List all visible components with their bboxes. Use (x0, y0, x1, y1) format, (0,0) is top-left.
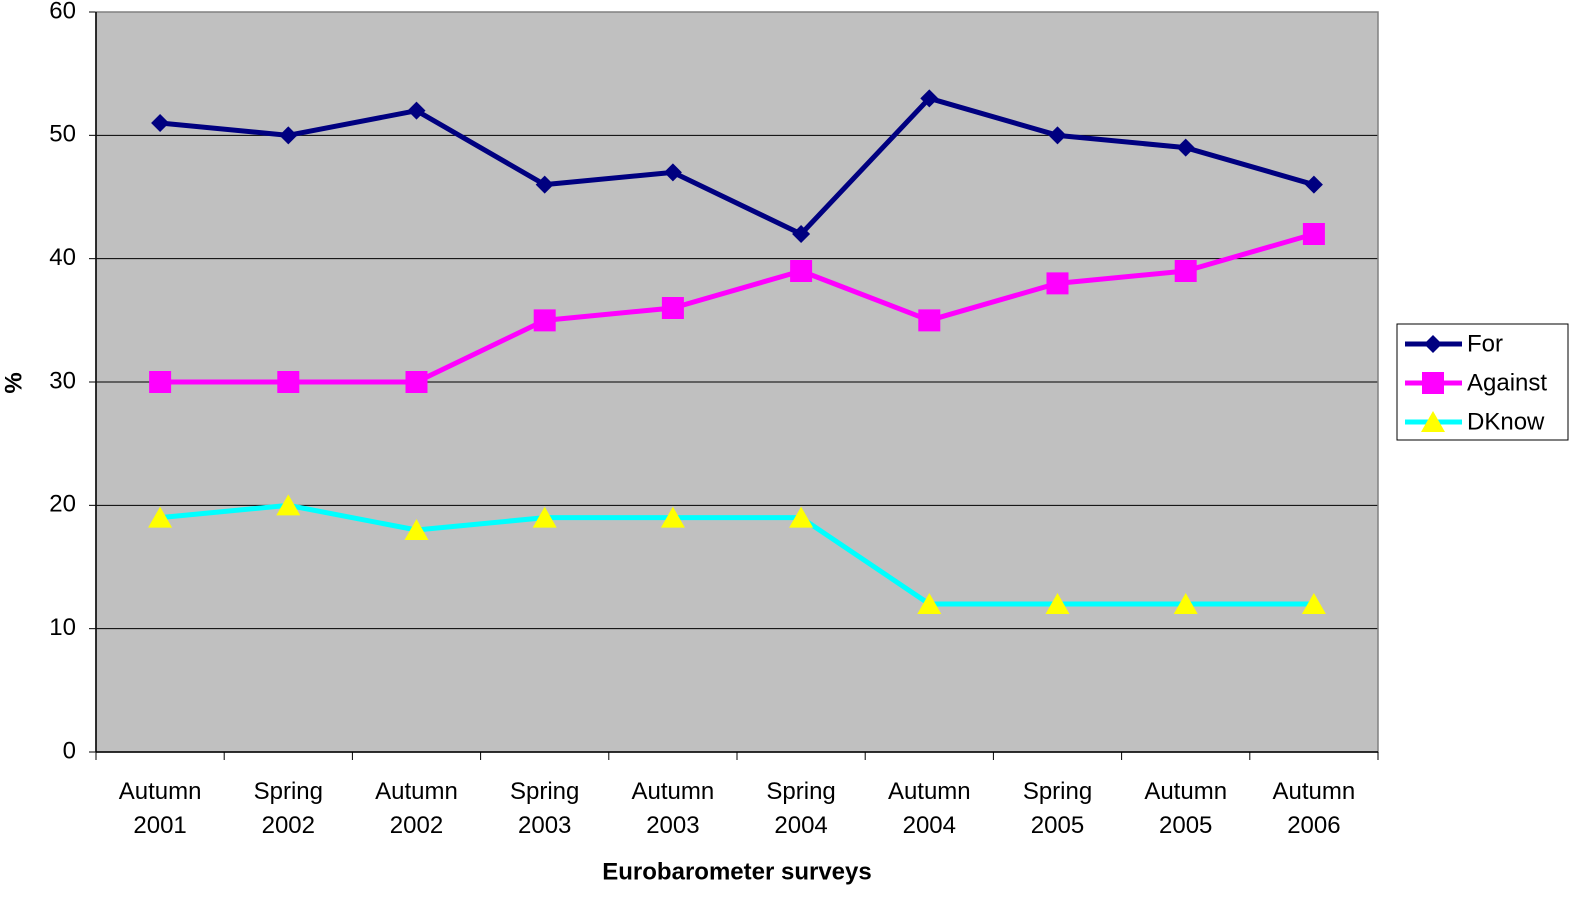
y-tick-label: 0 (63, 737, 76, 764)
data-point (1302, 223, 1325, 245)
x-tick-label: Autumn 2003 (632, 778, 715, 839)
data-point (532, 506, 557, 528)
y-tick-label: 10 (49, 614, 76, 641)
data-point (1048, 126, 1067, 145)
data-point (1046, 272, 1069, 295)
data-point (1304, 175, 1323, 194)
data-point (407, 101, 426, 120)
x-tick-label: Autumn 2006 (1273, 778, 1356, 839)
x-tick-label: Autumn 2005 (1144, 778, 1227, 839)
data-point (279, 126, 298, 145)
x-tick-label: Autumn 2004 (888, 778, 971, 839)
x-tick-label: Spring 2004 (766, 778, 835, 839)
data-point (663, 163, 682, 182)
data-point (151, 114, 170, 132)
data-point (1176, 138, 1195, 157)
x-tick-label: Autumn 2002 (375, 778, 458, 839)
data-point (533, 309, 556, 332)
data-point (405, 371, 428, 393)
data-point (917, 593, 942, 614)
x-tick-label: Spring 2002 (254, 778, 323, 839)
y-tick-label: 50 (49, 121, 76, 148)
y-tick-label: 40 (49, 244, 76, 271)
legend-label: DKnow (1467, 408, 1545, 435)
legend-label: Against (1467, 369, 1547, 396)
y-axis-label: % (0, 372, 27, 393)
data-point (790, 260, 813, 282)
y-tick-label: 60 (49, 0, 76, 24)
data-point (276, 494, 301, 516)
data-point (535, 175, 554, 194)
y-tick-label: 20 (49, 491, 76, 518)
x-tick-label: Spring 2005 (1023, 778, 1092, 839)
data-point (918, 309, 941, 332)
x-tick-label: Autumn 2001 (119, 778, 202, 839)
data-point (920, 89, 939, 108)
series-line (160, 231, 1315, 385)
data-point (148, 506, 173, 528)
y-tick-label: 30 (49, 367, 76, 394)
legend-marker (1421, 411, 1445, 432)
data-point (1301, 593, 1326, 614)
series-line (159, 95, 1315, 237)
legend-marker (1424, 335, 1442, 353)
data-point (789, 506, 814, 528)
legend-marker (1422, 372, 1444, 394)
data-point (277, 371, 300, 393)
x-axis-label: Eurobarometer surveys (602, 858, 871, 885)
data-point (1173, 593, 1198, 614)
x-tick-label: Spring 2003 (510, 778, 579, 839)
data-point (149, 371, 172, 393)
data-point (660, 506, 685, 528)
data-point (1045, 593, 1070, 614)
data-point (792, 225, 811, 243)
legend-label: For (1467, 330, 1503, 357)
data-point (1174, 260, 1197, 282)
data-point (404, 519, 429, 540)
series-line (159, 502, 1314, 607)
data-point (661, 297, 684, 319)
